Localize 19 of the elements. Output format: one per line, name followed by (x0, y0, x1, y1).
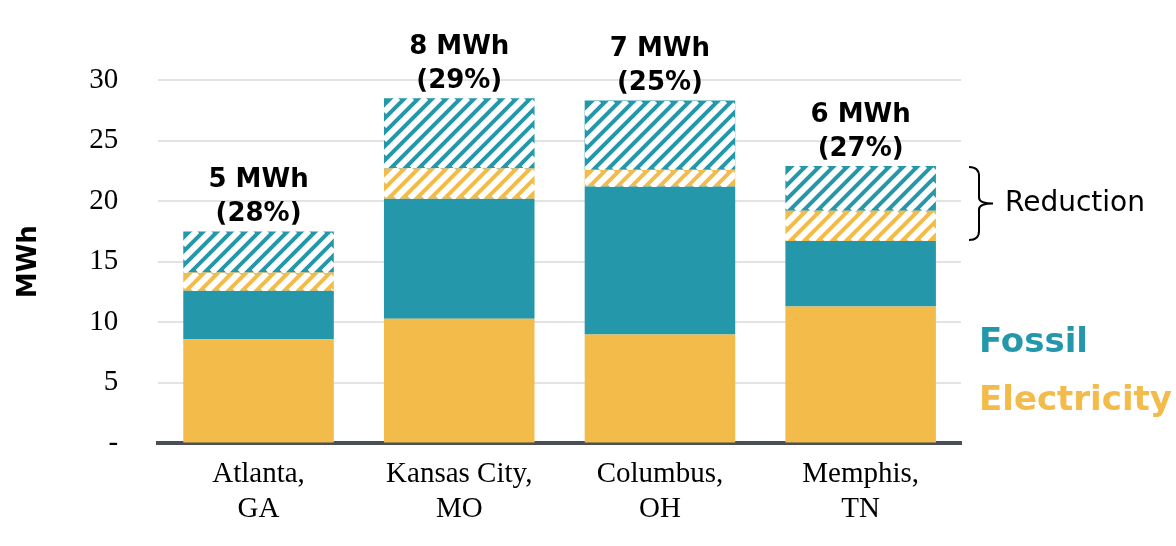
y-tick-label: 30 (89, 61, 119, 94)
total-label: 7 MWh (25%) (609, 32, 711, 97)
x-tick-label: Atlanta, GA (212, 456, 305, 524)
text: Reduction (1005, 184, 1145, 218)
series-label: Fossil (979, 320, 1088, 361)
total-label: 8 MWh (29%) (409, 29, 510, 94)
y-axis-title: MWh (12, 225, 43, 299)
x-tick-label: Kansas City, MO (386, 456, 533, 524)
total-label: 5 MWh (28%) (208, 163, 309, 228)
y-tick-label: 5 (103, 364, 119, 397)
y-tick-label: 10 (89, 303, 119, 336)
y-tick-label: 20 (89, 182, 119, 215)
y-tick-label: 15 (89, 243, 119, 276)
series-label: Electricity (979, 378, 1172, 419)
x-tick-label: Columbus, OH (596, 456, 724, 524)
total-label: 6 MWh (27%) (810, 97, 911, 162)
y-tick-label: 25 (89, 122, 119, 155)
x-tick-label: Memphis, TN (802, 456, 920, 524)
y-tick-label: - (108, 425, 119, 458)
